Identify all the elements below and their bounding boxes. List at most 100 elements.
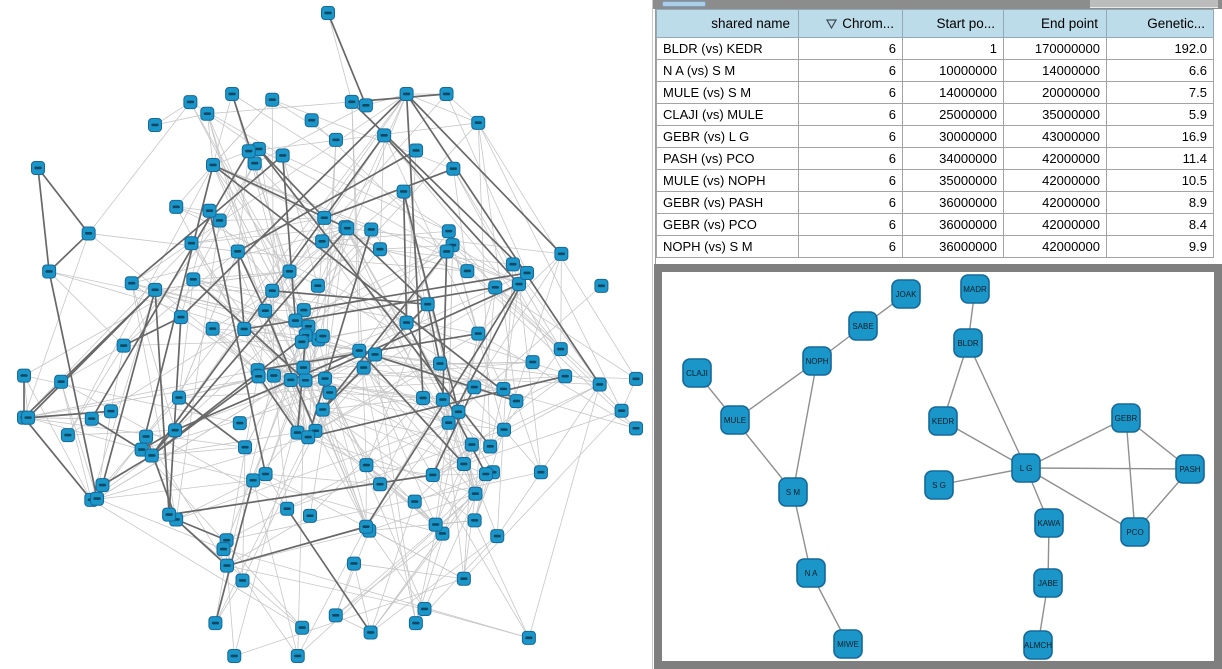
hairball-node[interactable] (460, 264, 475, 279)
cell-value[interactable]: 36000000 (902, 235, 1004, 258)
hairball-node[interactable] (247, 156, 262, 171)
hairball-node[interactable] (200, 106, 215, 121)
cell-value[interactable]: 36000000 (902, 213, 1004, 236)
network-node-NOPH[interactable]: NOPH (802, 346, 832, 376)
cell-value[interactable]: 6 (798, 37, 903, 60)
cell-value[interactable]: 192.0 (1106, 37, 1214, 60)
table-panel-scrollbar[interactable] (653, 0, 1222, 9)
table-row[interactable]: MULE (vs) NOPH 6 35000000 42000000 10.5 (656, 169, 1214, 192)
hairball-node[interactable] (315, 234, 330, 249)
cell-value[interactable]: 42000000 (1003, 169, 1107, 192)
hairball-node[interactable] (340, 221, 355, 236)
cell-value[interactable]: 16.9 (1106, 125, 1214, 148)
hairball-node[interactable] (238, 440, 253, 455)
hairball-node[interactable] (303, 508, 318, 523)
hairball-node[interactable] (478, 467, 493, 482)
cell-value[interactable]: 6 (798, 213, 903, 236)
cell-value[interactable]: 6 (798, 147, 903, 170)
network-node-JABE[interactable]: JABE (1033, 568, 1063, 598)
hairball-node[interactable] (169, 199, 184, 214)
hairball-node[interactable] (60, 428, 75, 443)
cell-value[interactable]: 34000000 (902, 147, 1004, 170)
hairball-node[interactable] (241, 144, 256, 159)
cell-value[interactable]: 6 (798, 191, 903, 214)
cell-value[interactable]: 170000000 (1003, 37, 1107, 60)
table-row[interactable]: GEBR (vs) PASH 6 36000000 42000000 8.9 (656, 191, 1214, 214)
hairball-node[interactable] (232, 416, 247, 431)
table-row[interactable]: N A (vs) S M 6 10000000 14000000 6.6 (656, 59, 1214, 82)
column-header-shared-name[interactable]: shared name (656, 9, 799, 38)
cell-shared-name[interactable]: CLAJI (vs) MULE (656, 103, 799, 126)
hairball-node[interactable] (318, 371, 333, 386)
cell-value[interactable]: 30000000 (902, 125, 1004, 148)
hairball-node[interactable] (417, 602, 432, 617)
hairball-node[interactable] (558, 369, 573, 384)
hairball-node[interactable] (592, 377, 607, 392)
hairball-node[interactable] (265, 92, 280, 107)
cell-value[interactable]: 36000000 (902, 191, 1004, 214)
hairball-node[interactable] (456, 457, 471, 472)
hairball-node[interactable] (409, 143, 424, 158)
cell-value[interactable]: 35000000 (1003, 103, 1107, 126)
hairball-node[interactable] (467, 380, 482, 395)
cell-shared-name[interactable]: BLDR (vs) KEDR (656, 37, 799, 60)
table-row[interactable]: NOPH (vs) S M 6 36000000 42000000 9.9 (656, 235, 1214, 258)
hairball-node[interactable] (364, 222, 379, 237)
hairball-node[interactable] (265, 283, 280, 298)
cell-value[interactable]: 6 (798, 169, 903, 192)
hairball-node[interactable] (17, 368, 31, 383)
hairball-node[interactable] (124, 276, 139, 291)
hairball-node[interactable] (520, 266, 535, 281)
hairball-node[interactable] (439, 87, 454, 101)
network-node-SABE[interactable]: SABE (848, 311, 878, 341)
column-header-end-point[interactable]: End point (1003, 9, 1107, 38)
hairball-node[interactable] (171, 390, 186, 405)
overview-network-canvas[interactable] (0, 0, 653, 669)
hairball-node[interactable] (225, 87, 240, 101)
hairball-node[interactable] (594, 278, 609, 293)
cell-shared-name[interactable]: MULE (vs) S M (656, 81, 799, 104)
network-node-CLAJI[interactable]: CLAJI (682, 358, 712, 388)
hairball-node[interactable] (246, 473, 261, 488)
cell-value[interactable]: 42000000 (1003, 147, 1107, 170)
hairball-node[interactable] (31, 161, 45, 175)
hairball-node[interactable] (288, 313, 303, 328)
cell-value[interactable]: 1 (902, 37, 1004, 60)
hairball-node[interactable] (614, 403, 629, 418)
hairball-node[interactable] (205, 321, 220, 336)
hairball-node[interactable] (399, 315, 414, 330)
network-node-KAWA[interactable]: KAWA (1034, 508, 1064, 538)
hairball-node[interactable] (220, 558, 235, 573)
hairball-node[interactable] (283, 372, 298, 387)
network-node-GEBR[interactable]: GEBR (1111, 403, 1141, 433)
hairball-node[interactable] (629, 371, 643, 386)
hairball-node[interactable] (95, 478, 110, 493)
hairball-node[interactable] (304, 113, 319, 128)
hairball-node[interactable] (42, 264, 57, 279)
cell-value[interactable]: 14000000 (902, 81, 1004, 104)
table-row[interactable]: MULE (vs) S M 6 14000000 20000000 7.5 (656, 81, 1214, 104)
hairball-node[interactable] (505, 257, 520, 272)
network-node-LG[interactable]: L G (1011, 453, 1041, 483)
scrollbar-thumb[interactable] (662, 1, 706, 7)
hairball-node[interactable] (162, 507, 177, 522)
hairball-node[interactable] (183, 95, 198, 110)
hairball-node[interactable] (451, 404, 466, 419)
hairball-node[interactable] (258, 303, 273, 318)
cell-value[interactable]: 43000000 (1003, 125, 1107, 148)
hairball-node[interactable] (359, 519, 374, 534)
cell-value[interactable]: 25000000 (902, 103, 1004, 126)
cell-shared-name[interactable]: MULE (vs) NOPH (656, 169, 799, 192)
table-row[interactable]: CLAJI (vs) MULE 6 25000000 35000000 5.9 (656, 103, 1214, 126)
hairball-node[interactable] (296, 303, 311, 318)
column-header-chromosome[interactable]: Chrom... (798, 9, 903, 38)
hairball-node[interactable] (322, 385, 337, 400)
filter-icon[interactable] (826, 17, 838, 32)
hairball-node[interactable] (202, 203, 217, 218)
hairball-node[interactable] (315, 329, 330, 344)
network-node-JOAK[interactable]: JOAK (891, 279, 921, 309)
hairball-node[interactable] (352, 343, 367, 358)
hairball-node[interactable] (471, 326, 486, 341)
hairball-node[interactable] (467, 513, 482, 528)
cell-value[interactable]: 42000000 (1003, 213, 1107, 236)
